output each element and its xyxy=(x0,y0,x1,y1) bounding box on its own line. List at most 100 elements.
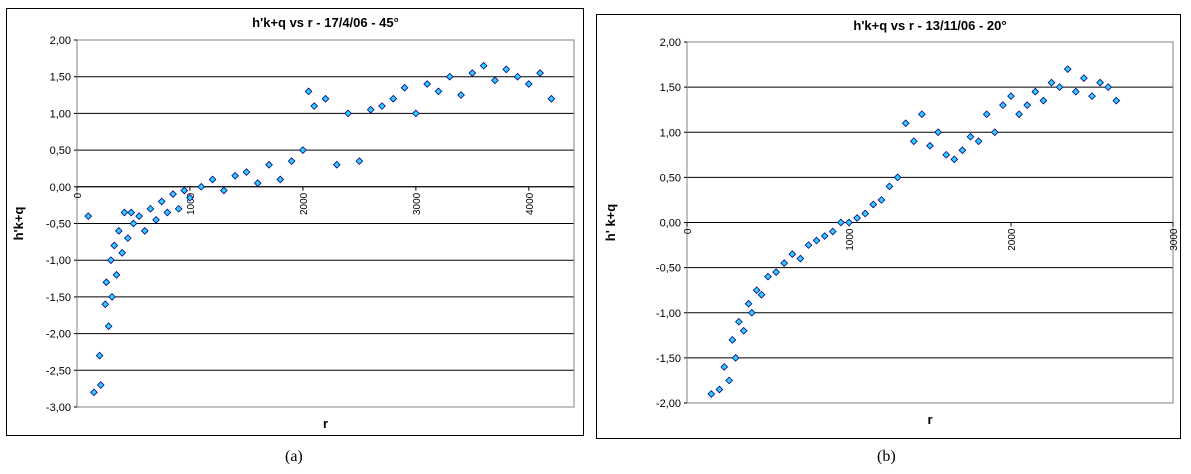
data-point xyxy=(999,101,1007,110)
y-tick-label: -2,50 xyxy=(46,365,71,377)
x-tick-label: 3000 xyxy=(1169,228,1180,251)
data-point xyxy=(104,322,113,331)
chart-title: h'k+q vs r - 17/4/06 - 45° xyxy=(252,15,399,30)
x-tick-label: 3000 xyxy=(412,192,423,215)
data-point xyxy=(242,168,251,176)
data-points xyxy=(707,65,1121,398)
data-point xyxy=(869,200,878,209)
data-point xyxy=(780,259,789,267)
data-point xyxy=(942,150,951,159)
data-point xyxy=(96,381,105,389)
data-point xyxy=(180,186,189,195)
data-point xyxy=(118,248,127,257)
data-point xyxy=(378,102,386,110)
data-point xyxy=(845,218,853,227)
data-point xyxy=(728,335,737,344)
data-point xyxy=(1104,83,1113,91)
data-point xyxy=(355,157,364,165)
data-point xyxy=(1023,101,1032,110)
data-point xyxy=(219,186,228,195)
y-tick-label: -0,50 xyxy=(46,219,71,231)
y-tick-label: 0,50 xyxy=(50,145,71,157)
data-point xyxy=(479,61,488,70)
data-point xyxy=(739,326,748,335)
data-point xyxy=(885,182,894,191)
data-point xyxy=(547,94,556,103)
data-point xyxy=(720,363,729,371)
data-point xyxy=(146,204,155,213)
data-point xyxy=(123,234,132,243)
y-tick-label: -1,50 xyxy=(46,292,71,304)
gridlines xyxy=(77,39,574,371)
data-point xyxy=(157,197,166,206)
data-point xyxy=(304,87,313,96)
data-point xyxy=(1007,92,1015,101)
data-point xyxy=(110,241,119,250)
data-point xyxy=(129,219,138,228)
y-tick-labels: 2,00 1,50 1,00 0,50 0,00 -0,50 -1,00 -1,50 -2,00… xyxy=(46,35,77,414)
data-point xyxy=(828,227,837,236)
data-point xyxy=(974,137,983,146)
data-point xyxy=(513,72,522,81)
y-tick-label: 0,50 xyxy=(660,172,681,184)
data-point xyxy=(163,208,172,217)
y-tick-label: 0,00 xyxy=(660,218,681,230)
y-tick-label: -1,00 xyxy=(656,308,681,320)
data-point xyxy=(276,175,285,184)
data-point xyxy=(502,65,511,74)
data-point xyxy=(265,160,273,169)
data-point xyxy=(982,110,991,119)
y-tick-label: -2,00 xyxy=(46,329,71,341)
data-point xyxy=(253,179,262,187)
chart-title: h'k+q vs r - 13/11/06 - 20° xyxy=(853,18,1006,33)
chart-a: h'k+q vs r - 17/4/06 - 45° 2,00 1,50 1,00 0,… xyxy=(11,15,575,431)
data-point xyxy=(102,278,111,287)
x-tick-labels: 0 1000 2000 3000 4000 xyxy=(73,186,536,215)
data-point xyxy=(287,157,296,165)
data-point xyxy=(321,94,330,103)
data-point xyxy=(400,83,409,92)
data-point xyxy=(332,160,341,169)
data-point xyxy=(772,268,780,277)
data-point xyxy=(1112,96,1121,105)
data-point xyxy=(725,376,733,385)
data-point xyxy=(152,215,160,224)
data-point xyxy=(853,214,861,222)
data-point xyxy=(901,119,910,128)
caption-a: (a) xyxy=(285,448,303,465)
data-point xyxy=(524,80,533,88)
data-point xyxy=(804,241,813,249)
y-tick-label: -1,50 xyxy=(656,353,681,365)
data-point xyxy=(877,196,886,204)
data-point xyxy=(934,128,942,137)
chart-a-frame: h'k+q vs r - 17/4/06 - 45° 2,00 1,50 1,00 0,… xyxy=(6,8,584,436)
data-point xyxy=(411,109,420,118)
chart-b-frame: h'k+q vs r - 13/11/06 - 20° 2,00 1,50 1,00 0… xyxy=(596,14,1181,439)
data-point xyxy=(1039,96,1048,105)
y-tick-label: -1,00 xyxy=(46,255,71,267)
data-point xyxy=(990,128,999,137)
data-point xyxy=(1088,92,1096,101)
x-axis-label: r xyxy=(927,412,932,427)
x-tick-label: 2000 xyxy=(299,192,310,215)
y-tick-label: 1,50 xyxy=(660,82,681,94)
data-point xyxy=(1015,110,1023,119)
data-point xyxy=(174,204,183,213)
data-point xyxy=(893,173,902,182)
data-point xyxy=(344,109,352,118)
data-point xyxy=(90,388,98,397)
data-point xyxy=(366,105,375,114)
data-point xyxy=(958,146,967,155)
data-point xyxy=(1063,65,1072,73)
data-point xyxy=(208,175,217,184)
data-point xyxy=(1047,78,1056,87)
data-point xyxy=(796,254,805,263)
data-point xyxy=(120,208,129,217)
y-tick-label: 1,00 xyxy=(50,108,71,120)
data-point xyxy=(788,250,797,258)
data-point xyxy=(918,110,926,119)
x-tick-label: 0 xyxy=(73,192,84,198)
y-tick-label: -2,00 xyxy=(656,398,681,410)
data-point xyxy=(135,212,143,221)
data-point xyxy=(812,236,821,245)
